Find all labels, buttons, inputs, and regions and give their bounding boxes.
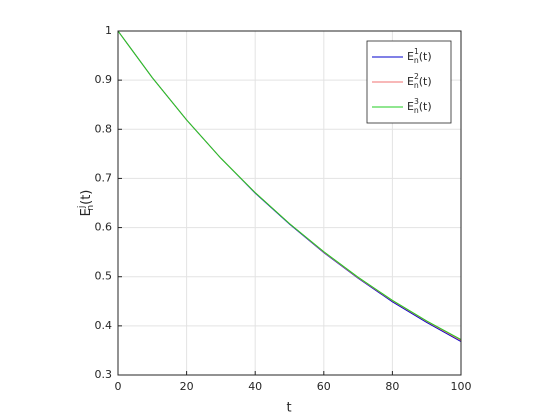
y-tick-label: 1 (105, 24, 112, 37)
y-axis-label: Ejn(t) (77, 190, 96, 217)
x-tick-label: 0 (115, 380, 122, 393)
x-tick-label: 40 (248, 380, 262, 393)
x-axis-label: t (286, 401, 291, 416)
y-tick-label: 0.9 (95, 73, 113, 86)
legend-label: E2 n(t) (407, 72, 432, 90)
series-line (117, 30, 462, 341)
x-tick-label: 100 (451, 380, 472, 393)
x-tick-label: 80 (385, 380, 399, 393)
y-tick-label: 0.7 (95, 171, 113, 184)
y-tick-label: 0.8 (95, 122, 113, 135)
y-tick-label: 0.4 (95, 319, 113, 332)
legend-label: E1 n(t) (407, 47, 432, 65)
y-tick-label: 0.5 (95, 270, 113, 283)
x-tick-label: 20 (180, 380, 194, 393)
legend-box (366, 40, 452, 124)
x-tick-label: 60 (317, 380, 331, 393)
y-tick-label: 0.3 (95, 368, 113, 381)
axes-box (117, 30, 462, 376)
legend-label: E3 n(t) (407, 97, 432, 115)
y-tick-label: 0.6 (95, 221, 113, 234)
